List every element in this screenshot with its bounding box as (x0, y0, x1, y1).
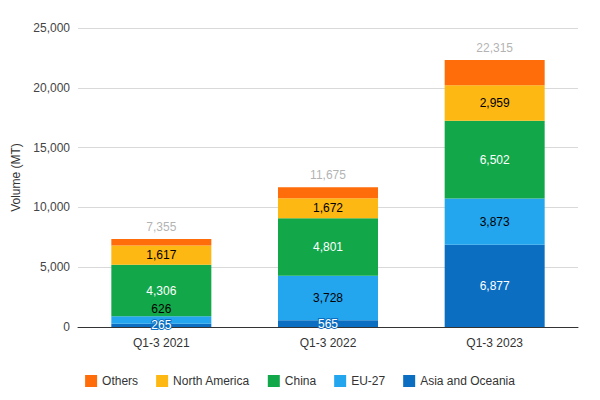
svg-text:Volume (MT): Volume (MT) (9, 143, 23, 212)
svg-text:25,000: 25,000 (33, 21, 70, 35)
svg-text:15,000: 15,000 (33, 141, 70, 155)
svg-text:1,617: 1,617 (146, 248, 176, 262)
svg-text:North America: North America (173, 374, 249, 388)
svg-text:1,672: 1,672 (313, 201, 343, 215)
svg-text:Q1-3 2021: Q1-3 2021 (133, 336, 190, 350)
svg-text:2,959: 2,959 (480, 96, 510, 110)
svg-text:20,000: 20,000 (33, 81, 70, 95)
svg-text:11,675: 11,675 (310, 168, 346, 182)
svg-text:6,877: 6,877 (480, 279, 510, 293)
svg-text:0: 0 (63, 320, 70, 334)
svg-text:3,873: 3,873 (480, 215, 510, 229)
svg-text:4,306: 4,306 (146, 284, 176, 298)
svg-text:Q1-3 2022: Q1-3 2022 (300, 336, 357, 350)
svg-text:EU-27: EU-27 (351, 374, 385, 388)
svg-text:Asia and Oceania: Asia and Oceania (420, 374, 515, 388)
svg-text:5,000: 5,000 (40, 260, 70, 274)
svg-text:626: 626 (151, 302, 171, 316)
svg-text:Q1-3 2023: Q1-3 2023 (466, 336, 523, 350)
svg-text:265: 265 (151, 318, 171, 332)
svg-text:565: 565 (318, 317, 338, 331)
svg-text:4,801: 4,801 (313, 240, 343, 254)
svg-text:6,502: 6,502 (480, 153, 510, 167)
svg-text:7,355: 7,355 (146, 220, 176, 234)
svg-text:22,315: 22,315 (476, 41, 513, 55)
svg-text:Others: Others (102, 374, 138, 388)
svg-text:China: China (285, 374, 317, 388)
svg-text:3,728: 3,728 (313, 291, 343, 305)
svg-text:10,000: 10,000 (33, 200, 70, 214)
